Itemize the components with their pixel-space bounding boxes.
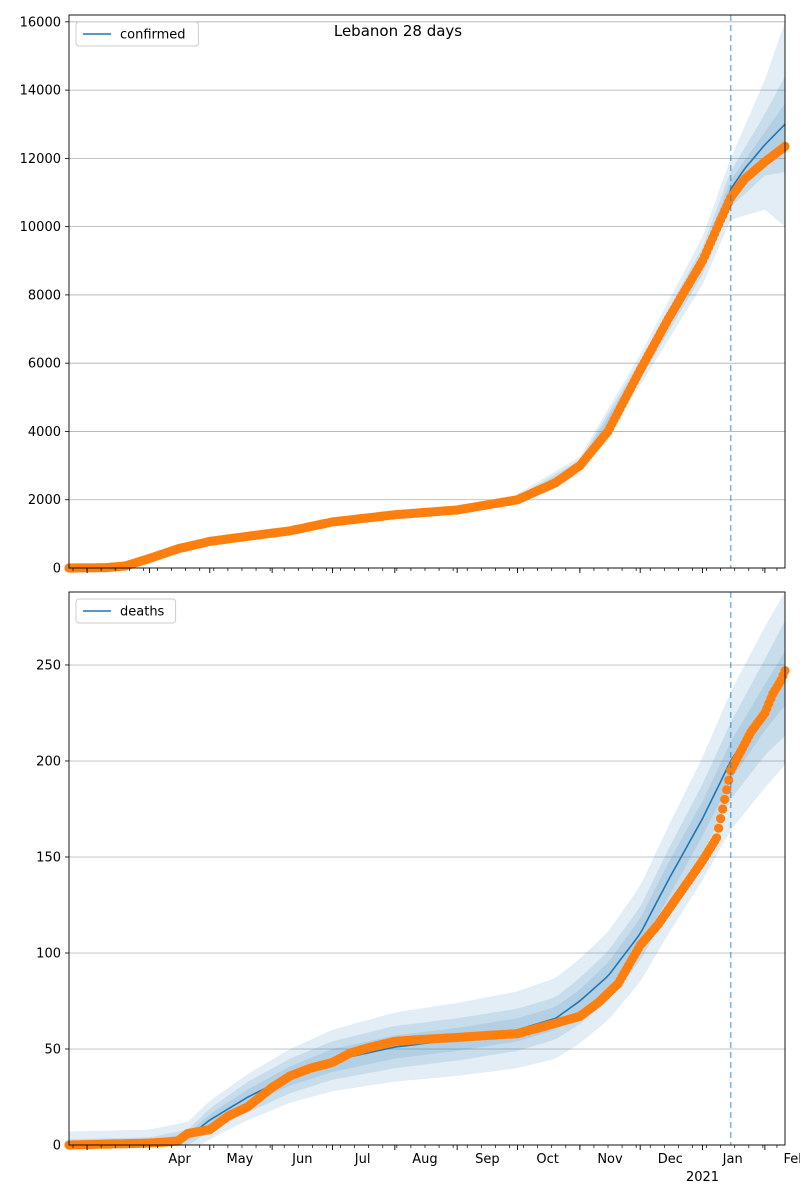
observed-point: [720, 794, 730, 805]
x-tick-label: Jul: [354, 1152, 371, 1167]
uncertainty-band: [517, 103, 785, 502]
y-tick-label: 250: [36, 658, 61, 673]
legend-label: deaths: [120, 605, 165, 620]
y-tick-label: 16000: [20, 15, 61, 30]
y-tick-label: 8000: [28, 288, 61, 303]
x-tick-label: May: [227, 1152, 254, 1167]
chart-title: Lebanon 28 days: [334, 22, 462, 40]
x-tick-label: Oct: [536, 1152, 558, 1167]
y-tick-label: 50: [44, 1042, 61, 1057]
x-tick-label: Dec: [658, 1152, 683, 1167]
deaths-panel: 0 50 100 150 200 250 Apr May Jun Jul Aug Sep Oct Nov D…: [36, 591, 800, 1185]
axes-frame: [68, 591, 786, 1146]
x-tick-label: Jan: [722, 1152, 743, 1167]
axes-frame: [68, 14, 786, 569]
legend-box: [75, 598, 177, 624]
y-tick-label: 10000: [20, 220, 61, 235]
y-tick-label: 150: [36, 850, 61, 865]
observed-point: [714, 823, 724, 833]
x-tick-label: Nov: [597, 1152, 623, 1167]
y-tick-label: 6000: [28, 357, 61, 372]
x-year-label: 2021: [686, 1170, 719, 1185]
legend-box: [75, 21, 199, 47]
x-tick-label: Sep: [475, 1152, 500, 1167]
uncertainty-band: [69, 592, 785, 1145]
y-tick-label: 14000: [20, 84, 61, 99]
x-tick-label: Feb: [784, 1152, 800, 1167]
observed-point: [722, 785, 732, 795]
y-tick-label: 2000: [28, 493, 61, 508]
legend-label: confirmed: [120, 28, 186, 43]
observed-point: [718, 804, 728, 814]
observed-point: [724, 775, 734, 785]
y-tick-label: 0: [53, 562, 61, 577]
y-tick-label: 100: [36, 946, 61, 961]
y-tick-label: 0: [53, 1139, 61, 1154]
y-tick-label: 200: [36, 754, 61, 769]
uncertainty-band: [69, 651, 785, 1145]
x-tick-label: Aug: [412, 1152, 437, 1167]
x-tick-label: Jun: [291, 1152, 312, 1167]
confirmed-panel: 0 2000 4000 6000 8000 10000 12000 14000 16000 con…: [20, 14, 790, 577]
x-tick-label: Apr: [168, 1152, 191, 1167]
y-tick-label: 12000: [20, 152, 61, 167]
observed-point: [716, 814, 726, 824]
legend: confirmed: [75, 21, 199, 47]
legend: deaths: [75, 598, 177, 624]
y-tick-label: 4000: [28, 425, 61, 440]
observed-point: [712, 833, 722, 843]
